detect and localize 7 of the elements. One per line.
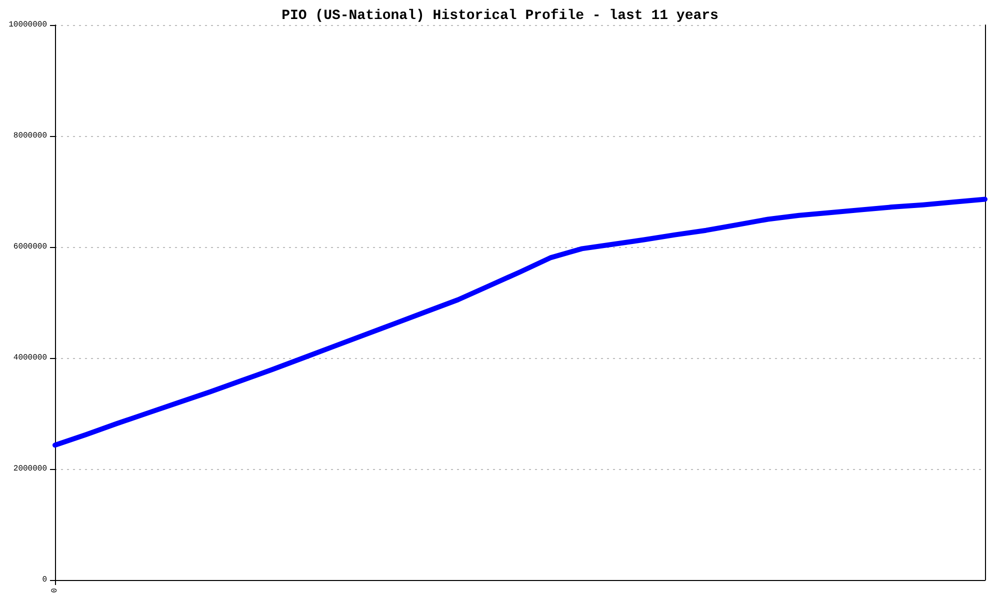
y-tick-label: 8000000 [13, 132, 48, 140]
category-label: 0 [50, 588, 60, 593]
chart-title: PIO (US-National) Historical Profile - last 11 years [282, 8, 718, 24]
y-tick-label: 10000000 [8, 20, 48, 30]
y-tick-label: 4000000 [13, 354, 48, 362]
y-tick-label: 6000000 [13, 242, 48, 252]
y-tick-label: 2000000 [13, 464, 48, 474]
